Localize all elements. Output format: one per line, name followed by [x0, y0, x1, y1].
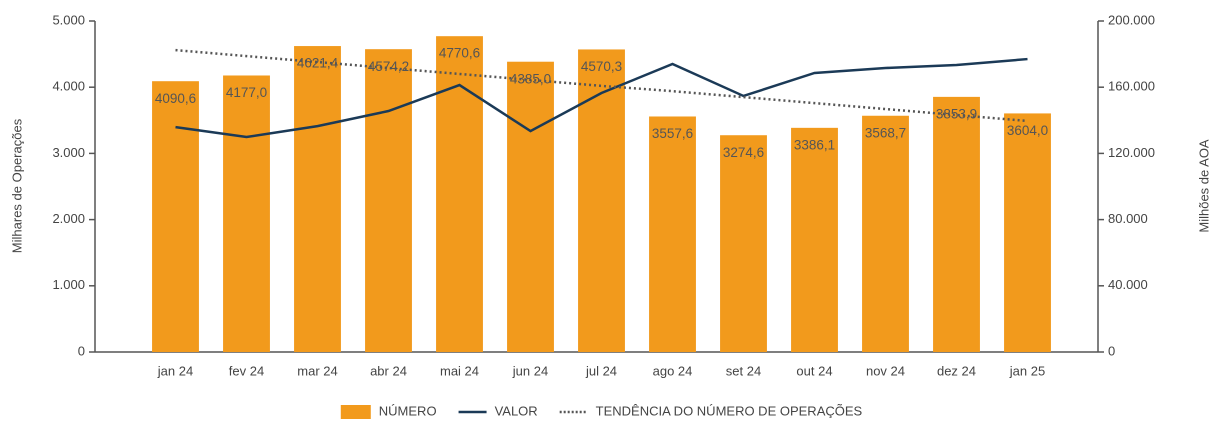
bar	[294, 46, 341, 352]
x-tick-label: mai 24	[440, 363, 479, 378]
bar	[933, 96, 980, 352]
x-tick-label: ago 24	[653, 363, 693, 378]
legend-swatch	[340, 405, 371, 419]
bar	[649, 116, 696, 352]
y-tick-label: 3.000	[52, 145, 85, 160]
bar	[223, 75, 270, 352]
data-label: 4090,6	[155, 91, 196, 106]
x-tick-label: abr 24	[370, 363, 407, 378]
x-tick-label: dez 24	[937, 363, 976, 378]
data-label: 3853,9	[936, 106, 977, 121]
y-tick-label: 2.000	[52, 211, 85, 226]
bar	[1004, 113, 1051, 353]
x-tick-label: fev 24	[229, 363, 264, 378]
y-axis-label: Milhares de Operações	[9, 118, 24, 253]
y2-tick-label: 40.000	[1108, 277, 1148, 292]
line	[175, 57, 1028, 139]
x-tick-label: out 24	[796, 363, 832, 378]
y-tick-label: 5.000	[52, 12, 85, 27]
x-tick-label: mar 24	[297, 363, 337, 378]
y2-tick-label: 200.000	[1108, 12, 1155, 27]
y-tick-label: 0	[78, 343, 85, 358]
y2-tick-label: 80.000	[1108, 211, 1148, 226]
y2-axis-label: Milhões de AOA	[1196, 139, 1211, 233]
data-label: 4385,0	[510, 71, 551, 86]
bar	[365, 49, 412, 353]
bar	[862, 115, 909, 352]
bar	[507, 61, 554, 352]
bar	[791, 127, 838, 352]
legend-label: TENDÊNCIA DO NÚMERO DE OPERAÇÕES	[596, 403, 863, 418]
data-label: 3604,0	[1007, 123, 1048, 138]
bar	[720, 135, 767, 352]
bar	[578, 49, 625, 353]
data-label: 3386,1	[794, 137, 835, 152]
x-tick-label: jan 24	[157, 363, 193, 378]
data-label: 4574,2	[368, 59, 409, 74]
data-label: 3557,6	[652, 126, 693, 141]
data-label: 4177,0	[226, 85, 267, 100]
y-tick-label: 4.000	[52, 79, 85, 94]
legend-label: VALOR	[495, 403, 538, 418]
data-label: 4621,4	[297, 56, 339, 71]
y2-tick-label: 160.000	[1108, 79, 1155, 94]
x-tick-label: jun 24	[512, 363, 548, 378]
data-label: 3274,6	[723, 145, 764, 160]
data-label: 4570,3	[581, 59, 622, 74]
data-label: 4770,6	[439, 46, 480, 61]
legend-label: NÚMERO	[379, 403, 437, 418]
y2-tick-label: 120.000	[1108, 145, 1155, 160]
y2-tick-label: 0	[1108, 343, 1115, 358]
x-tick-label: set 24	[726, 363, 761, 378]
y-tick-label: 1.000	[52, 277, 85, 292]
bar	[436, 36, 483, 352]
x-tick-label: nov 24	[866, 363, 905, 378]
x-tick-label: jul 24	[585, 363, 617, 378]
data-label: 3568,7	[865, 125, 906, 140]
bar	[152, 81, 199, 353]
x-tick-label: jan 25	[1009, 363, 1045, 378]
